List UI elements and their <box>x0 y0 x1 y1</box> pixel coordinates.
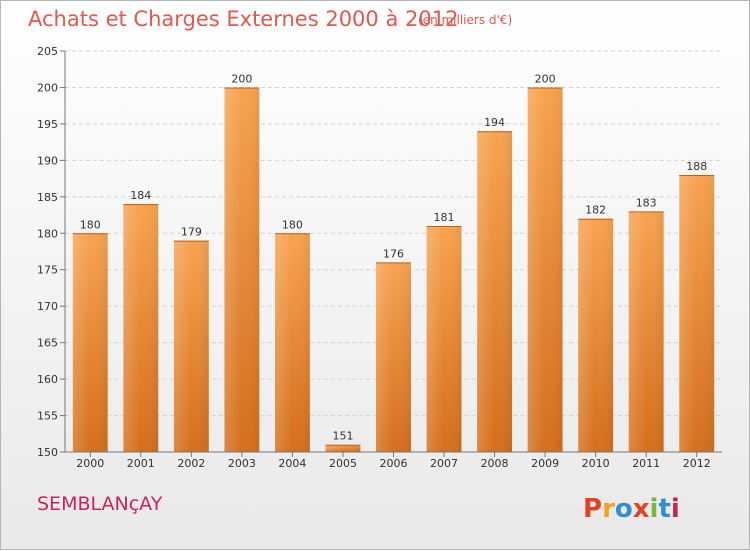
logo-letter: i <box>650 494 659 524</box>
y-tick-label: 165 <box>37 337 58 350</box>
bar-value-label: 176 <box>383 247 404 260</box>
logo-letter: i <box>671 494 680 524</box>
x-tick-label: 2008 <box>481 457 509 470</box>
chart-subtitle: (en milliers d'€) <box>418 13 513 27</box>
logo-letter: x <box>633 494 650 524</box>
bar-value-label: 183 <box>636 196 657 209</box>
x-tick-label: 2012 <box>683 457 711 470</box>
bar-value-label: 180 <box>80 218 101 231</box>
svg-text:Proxiti: Proxiti <box>583 494 680 524</box>
x-tick-label: 2006 <box>380 457 408 470</box>
y-tick-label: 185 <box>37 191 58 204</box>
x-tick-label: 2010 <box>582 457 610 470</box>
x-tick-label: 2004 <box>278 457 306 470</box>
bar-shine <box>679 174 715 453</box>
bar-value-label: 180 <box>282 218 303 231</box>
y-tick-label: 150 <box>37 446 58 459</box>
y-tick-label: 155 <box>37 410 58 423</box>
bar-shine <box>224 87 260 453</box>
bar-value-label: 182 <box>585 204 606 217</box>
y-tick-label: 170 <box>37 300 58 313</box>
x-tick-label: 2003 <box>228 457 256 470</box>
x-tick-label: 2007 <box>430 457 458 470</box>
bar-shine <box>325 444 361 452</box>
chart-title: Achats et Charges Externes 2000 à 2012 <box>28 7 459 31</box>
bar-value-label: 188 <box>686 160 707 173</box>
bar-shine <box>527 87 563 453</box>
bar-shine <box>628 211 664 452</box>
commune-name: SEMBLANçAY <box>37 493 163 515</box>
logo-letter: r <box>602 494 615 524</box>
x-tick-label: 2001 <box>127 457 155 470</box>
logo-letter: t <box>658 494 670 524</box>
bar-shine <box>376 262 411 452</box>
y-tick-label: 195 <box>37 118 58 131</box>
x-tick-label: 2009 <box>531 457 559 470</box>
bar-shine <box>123 204 159 452</box>
bar-shine <box>477 131 513 452</box>
y-tick-label: 180 <box>37 227 58 240</box>
bar-value-label: 200 <box>231 72 252 85</box>
bar-shine <box>426 225 462 452</box>
logo-letter: P <box>583 494 602 524</box>
y-tick-label: 160 <box>37 373 58 386</box>
bar-shine <box>578 218 614 452</box>
bar-value-label: 181 <box>434 211 455 224</box>
proxiti-logo: Proxiti <box>583 494 680 524</box>
bar-shine <box>72 233 108 452</box>
x-tick-label: 2011 <box>632 457 660 470</box>
y-tick-label: 200 <box>37 81 58 94</box>
bar-shine <box>173 240 209 452</box>
y-tick-label: 175 <box>37 264 58 277</box>
bar-shine <box>274 233 310 452</box>
logo-letter: o <box>615 494 633 524</box>
x-tick-label: 2005 <box>329 457 357 470</box>
bar-value-label: 200 <box>535 72 556 85</box>
y-tick-label: 190 <box>37 154 58 167</box>
y-tick-label: 205 <box>37 45 58 58</box>
bar-value-label: 194 <box>484 116 505 129</box>
bar-value-label: 184 <box>130 189 151 202</box>
bar-value-label: 151 <box>332 430 353 443</box>
x-tick-label: 2000 <box>76 457 104 470</box>
bar-value-label: 179 <box>181 226 202 239</box>
x-tick-label: 2002 <box>177 457 205 470</box>
